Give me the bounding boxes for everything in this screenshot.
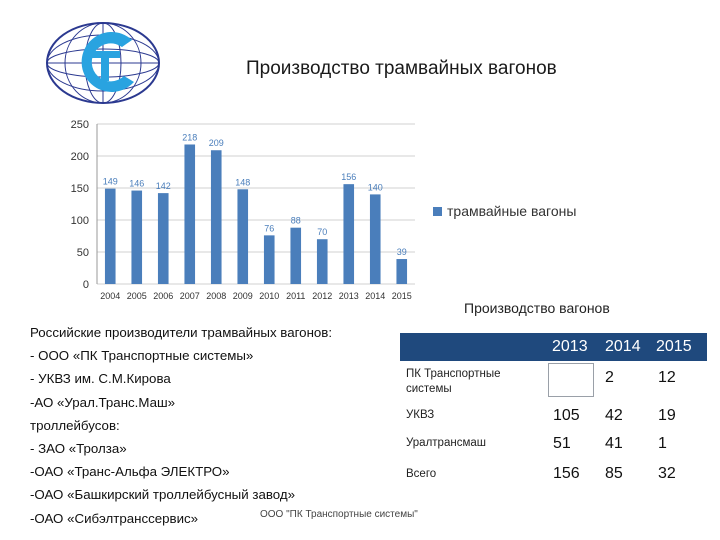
table-row: УКВЗ 105 42 19 — [400, 403, 707, 433]
table-row: ПК Транспортные системы 2 12 — [400, 363, 707, 399]
table-cell: 42 — [605, 407, 623, 424]
bar-chart: 0 50 100 150 200 250 149 2004 146 2005 142 2006 218 2… — [55, 110, 625, 310]
chart-bar — [263, 235, 275, 284]
manufacturers-list: Российские производители трамвайных ваго… — [30, 321, 332, 530]
data-label: 88 — [291, 216, 301, 226]
table-cell: 2 — [605, 369, 614, 386]
x-tick-label: 2007 — [180, 291, 200, 301]
x-tick-label: 2006 — [153, 291, 173, 301]
table-cell: 51 — [553, 435, 571, 452]
chart-bar — [157, 193, 169, 284]
chart-svg: 0 50 100 150 200 250 149 2004 146 2005 142 2006 218 2… — [71, 119, 577, 301]
table-row: Всего 156 85 32 — [400, 465, 707, 495]
row-name-line: ПК Транспортные — [406, 368, 501, 380]
chart-bar — [184, 144, 196, 284]
list-line: -ОАО «Транс-Альфа ЭЛЕКТРО» — [30, 464, 230, 480]
list-line: -ОАО «Сибэлтранссервис» — [30, 510, 199, 526]
y-tick-label: 0 — [83, 279, 89, 291]
list-line: Российские производители трамвайных ваго… — [30, 325, 333, 340]
table-cell: 85 — [605, 465, 623, 482]
x-tick-label: 2009 — [233, 291, 253, 301]
company-logo — [44, 20, 162, 106]
row-name: Уралтрансмаш — [406, 437, 486, 449]
chart-bar — [237, 189, 249, 284]
chart-bar — [343, 184, 355, 284]
list-line: - УКВЗ им. С.М.Кирова — [30, 371, 171, 387]
table-cell: 105 — [553, 407, 580, 424]
y-tick-label: 100 — [71, 215, 89, 227]
x-tick-label: 2012 — [312, 291, 332, 301]
data-label: 218 — [182, 132, 197, 142]
data-label: 39 — [397, 247, 407, 257]
list-line: -АО «Урал.Транс.Маш» — [30, 394, 176, 410]
row-name: Всего — [406, 468, 437, 480]
x-tick-label: 2004 — [100, 291, 120, 301]
data-label: 149 — [103, 177, 118, 187]
data-label: 140 — [368, 182, 383, 192]
slide-title: Производство трамвайных вагонов — [246, 58, 557, 79]
chart-bar — [104, 188, 116, 284]
data-label: 209 — [209, 138, 224, 148]
data-label: 148 — [235, 177, 250, 187]
table-row: Уралтрансмаш 51 41 1 — [400, 435, 707, 465]
y-tick-label: 200 — [71, 151, 89, 163]
year-header: 2014 — [605, 338, 641, 355]
empty-cell — [548, 363, 594, 397]
x-tick-label: 2010 — [259, 291, 279, 301]
legend-label: трамвайные вагоны — [447, 203, 576, 219]
list-line: -ОАО «Башкирский троллейбусный завод» — [30, 487, 296, 503]
x-tick-label: 2008 — [206, 291, 226, 301]
chart-bar — [396, 259, 408, 284]
year-header: 2015 — [656, 338, 692, 355]
table-cell: 41 — [605, 435, 623, 452]
table-cell: 156 — [553, 465, 580, 482]
x-tick-label: 2011 — [286, 291, 305, 301]
y-tick-label: 50 — [77, 247, 89, 259]
table-cell: 32 — [658, 465, 676, 482]
y-tick-label: 150 — [71, 183, 89, 195]
chart-bar — [316, 239, 328, 284]
row-name: ПК Транспортные системы — [406, 367, 500, 397]
table-caption: Производство вагонов — [464, 300, 610, 316]
table-header: 2013 2014 2015 — [400, 333, 707, 361]
list-line: - ООО «ПК Транспортные системы» — [30, 348, 254, 364]
data-label: 76 — [264, 223, 274, 233]
chart-bar — [369, 194, 381, 284]
row-name: УКВЗ — [406, 409, 435, 421]
chart-bar — [290, 227, 302, 284]
y-tick-label: 250 — [71, 119, 89, 131]
year-header: 2013 — [552, 338, 588, 355]
chart-bar — [210, 150, 222, 284]
x-tick-label: 2013 — [339, 291, 359, 301]
data-label: 146 — [129, 179, 144, 189]
list-line: - ЗАО «Тролза» — [30, 441, 127, 457]
legend-swatch — [433, 207, 442, 216]
x-tick-label: 2014 — [365, 291, 385, 301]
table-cell: 12 — [658, 369, 676, 386]
chart-bar — [131, 190, 143, 284]
data-label: 142 — [156, 181, 171, 191]
footer-text: ООО "ПК Транспортные системы" — [260, 509, 418, 520]
data-label: 156 — [341, 172, 356, 182]
row-name-line: системы — [406, 383, 452, 395]
x-tick-label: 2005 — [127, 291, 147, 301]
data-label: 70 — [317, 227, 327, 237]
list-line: троллейбусов: — [30, 417, 120, 433]
x-tick-label: 2015 — [392, 291, 412, 301]
table-cell: 1 — [658, 435, 667, 452]
table-cell: 19 — [658, 407, 676, 424]
